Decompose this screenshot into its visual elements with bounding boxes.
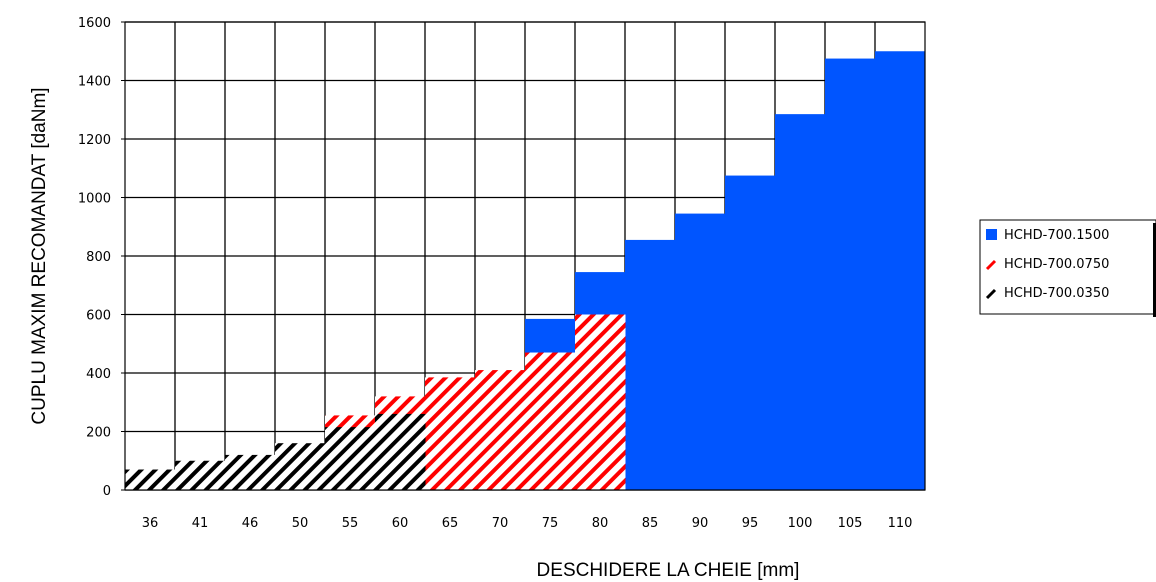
x-tick-label: 85 — [642, 516, 659, 531]
x-tick-label: 55 — [342, 516, 359, 531]
x-axis-title: DESCHIDERE LA CHEIE [mm] — [537, 560, 800, 581]
bar-hchd-700-0350-46 — [225, 454, 276, 490]
x-tick-label: 105 — [838, 516, 863, 531]
x-tick-label: 41 — [192, 516, 209, 531]
x-tick-label: 65 — [442, 516, 459, 531]
bar-hchd-700-1500-105 — [825, 58, 876, 490]
legend-box — [979, 219, 1156, 315]
x-tick-labels: 36 41 46 50 55 60 65 70 75 80 85 90 95 100 105 110 — [142, 516, 913, 531]
legend-shadow-right — [1153, 223, 1156, 317]
y-tick-label: 600 — [86, 309, 111, 324]
y-tick-label: 1600 — [78, 16, 111, 31]
y-tick-label: 800 — [86, 250, 111, 265]
bar-hchd-700-0350-60 — [375, 413, 426, 490]
x-tick-label: 80 — [592, 516, 609, 531]
bar-hchd-700-1500-85 — [625, 239, 676, 490]
bar-hchd-700-1500-95 — [725, 175, 776, 490]
bar-hchd-700-0350-50 — [275, 443, 326, 490]
y-axis-title: CUPLU MAXIM RECOMANDAT [daNm] — [29, 87, 50, 424]
bar-hchd-700-0750-70 — [475, 370, 526, 490]
legend: HCHD-700.1500 HCHD-700.0750 HCHD-700.0350 — [979, 219, 1156, 317]
x-tick-label: 75 — [542, 516, 559, 531]
legend-swatch — [985, 288, 997, 300]
y-tick-label: 0 — [103, 484, 111, 499]
legend-swatch — [985, 259, 997, 271]
x-tick-label: 90 — [692, 516, 709, 531]
y-tick-labels: 0 200 400 600 800 1000 1200 1400 1600 — [78, 16, 125, 499]
legend-label: HCHD-700.1500 — [1004, 228, 1109, 243]
legend-swatch — [986, 229, 997, 240]
y-tick-label: 1200 — [78, 133, 111, 148]
x-tick-label: 100 — [788, 516, 813, 531]
bars — [125, 51, 926, 490]
x-tick-label: 36 — [142, 516, 159, 531]
bar-hchd-700-0350-41 — [175, 460, 226, 490]
x-tick-label: 110 — [888, 516, 913, 531]
x-tick-label: 46 — [242, 516, 259, 531]
bar-hchd-700-0350-55 — [325, 427, 376, 490]
y-tick-label: 1400 — [78, 75, 111, 90]
x-tick-label: 95 — [742, 516, 759, 531]
bar-hchd-700-0750-80 — [575, 314, 626, 490]
bar-hchd-700-1500-90 — [675, 213, 726, 490]
y-tick-label: 200 — [86, 426, 111, 441]
legend-label: HCHD-700.0350 — [1004, 286, 1109, 301]
legend-label: HCHD-700.0750 — [1004, 257, 1109, 272]
bar-hchd-700-1500-110 — [875, 51, 926, 490]
bar-hchd-700-0350-36 — [125, 469, 176, 490]
y-tick-label: 1000 — [78, 192, 111, 207]
x-tick-label: 60 — [392, 516, 409, 531]
y-tick-label: 400 — [86, 367, 111, 382]
bar-hchd-700-1500-100 — [775, 114, 826, 490]
bar-hchd-700-0750-65 — [425, 377, 476, 490]
x-tick-label: 70 — [492, 516, 509, 531]
x-tick-label: 50 — [292, 516, 309, 531]
bar-hchd-700-0750-75 — [525, 352, 576, 490]
